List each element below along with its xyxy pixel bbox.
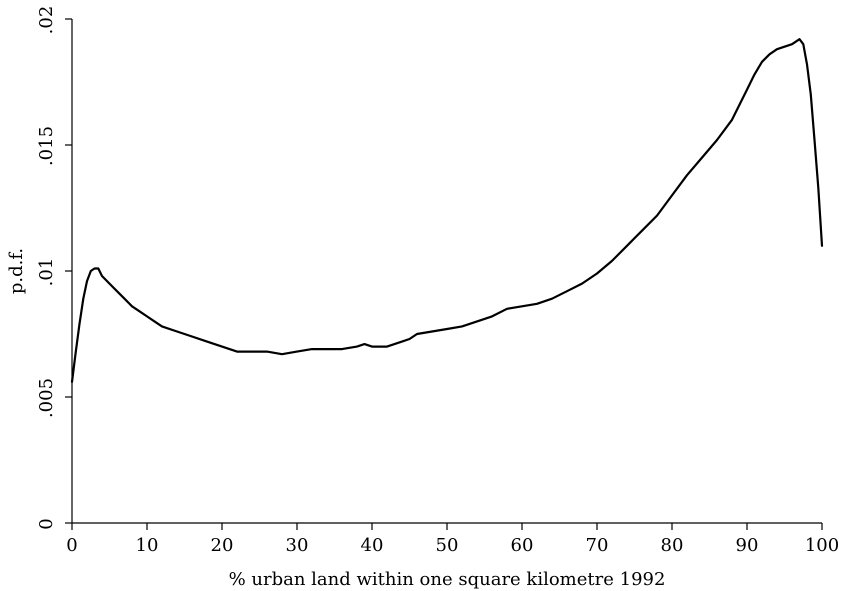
y-axis-title: p.d.f. (6, 248, 27, 294)
x-axis-title: % urban land within one square kilometre… (229, 569, 666, 590)
y-tick-label: .005 (36, 378, 57, 418)
x-tick-label: 40 (361, 535, 384, 556)
plot-area (70, 38, 824, 383)
pdf-curve (70, 38, 824, 383)
x-tick-label: 80 (661, 535, 684, 556)
y-tick-label: .015 (36, 126, 57, 166)
y-tick-label: 0 (36, 518, 57, 529)
y-tick-label: .01 (36, 258, 57, 287)
x-tick-label: 20 (211, 535, 234, 556)
x-tick-label: 30 (286, 535, 309, 556)
x-tick-label: 10 (136, 535, 159, 556)
x-tick-label: 90 (736, 535, 759, 556)
x-tick-label: 50 (436, 535, 459, 556)
x-tick-label: 70 (586, 535, 609, 556)
x-tick-label: 0 (66, 535, 77, 556)
y-tick-label: .02 (36, 6, 57, 35)
axes (71, 19, 822, 524)
x-ticks: 0 10 20 30 40 50 60 70 80 90 100 (66, 523, 839, 556)
y-ticks: 0 .005 .01 .015 .02 (36, 6, 72, 530)
x-tick-label: 100 (805, 535, 839, 556)
x-tick-label: 60 (511, 535, 534, 556)
